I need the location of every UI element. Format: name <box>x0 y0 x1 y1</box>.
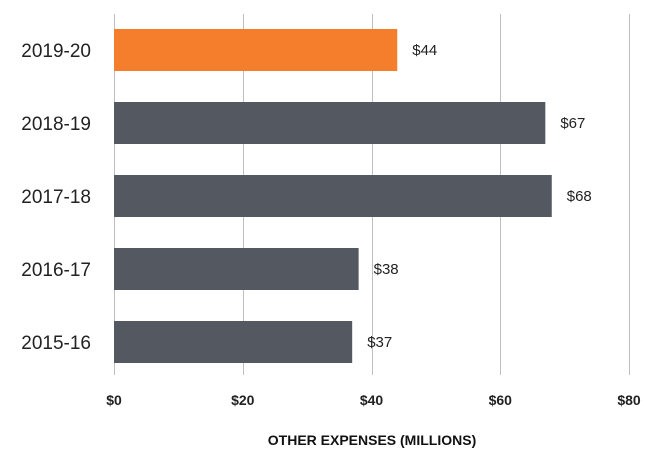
category-label-2017-18: 2017-18 <box>21 187 91 208</box>
tick-label-0: $0 <box>106 392 122 408</box>
data-labels: $44 $67 $68 $38 $37 <box>367 42 592 351</box>
tick-label-1: $20 <box>231 392 255 408</box>
bar-2019-20 <box>114 29 398 71</box>
data-label-2018-19: $67 <box>560 115 585 132</box>
bar-2015-16 <box>114 321 353 363</box>
data-label-2016-17: $38 <box>374 261 399 278</box>
bar-2016-17 <box>114 248 359 290</box>
category-label-2015-16: 2015-16 <box>21 333 91 354</box>
tick-label-4: $80 <box>617 392 641 408</box>
category-label-2018-19: 2018-19 <box>21 114 91 135</box>
bar-2018-19 <box>114 102 546 144</box>
tick-labels: $0 $20 $40 $60 $80 <box>106 392 641 408</box>
category-label-2016-17: 2016-17 <box>21 260 91 281</box>
bars <box>114 29 552 363</box>
category-label-2019-20: 2019-20 <box>21 41 91 62</box>
tick-label-3: $60 <box>489 392 513 408</box>
data-label-2019-20: $44 <box>412 42 437 59</box>
tick-label-2: $40 <box>360 392 384 408</box>
data-label-2015-16: $37 <box>367 334 392 351</box>
x-axis-title: OTHER EXPENSES (MILLIONS) <box>268 432 476 448</box>
bar-2017-18 <box>114 175 552 217</box>
data-label-2017-18: $68 <box>567 188 592 205</box>
category-labels: 2019-20 2018-19 2017-18 2016-17 2015-16 <box>21 41 91 354</box>
